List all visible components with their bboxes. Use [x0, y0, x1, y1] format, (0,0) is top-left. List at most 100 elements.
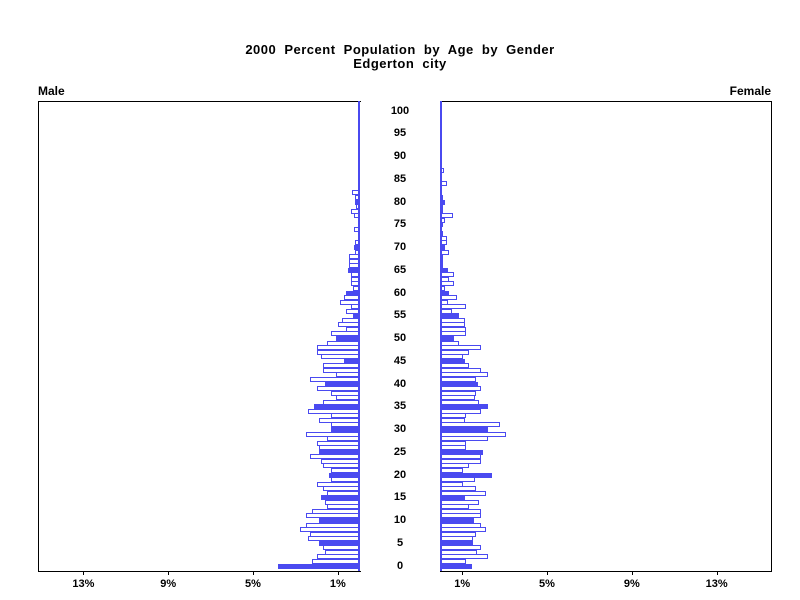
female-bar-age-23 — [441, 458, 481, 464]
male-bar-age-5 — [319, 540, 359, 546]
male-bar-age-1 — [312, 558, 359, 564]
male-bar-age-52 — [346, 326, 359, 332]
age-tick-label-10: 10 — [393, 514, 407, 526]
female-panel — [440, 101, 772, 572]
female-bar-age-70 — [441, 245, 445, 250]
male-bar-age-36 — [323, 399, 359, 405]
female-bar-age-81 — [441, 194, 443, 200]
male-bar-age-44 — [323, 363, 359, 369]
male-bar-age-55 — [353, 313, 359, 319]
female-bar-age-87 — [441, 167, 444, 173]
male-bar-age-12 — [312, 508, 359, 514]
male-bar-age-13 — [327, 504, 359, 510]
female-bar-age-20 — [441, 472, 492, 478]
female-bar-age-50 — [441, 336, 454, 341]
female-bar-age-79 — [441, 204, 443, 210]
age-tick-label-55: 55 — [393, 309, 407, 322]
male-bar-age-61 — [353, 285, 359, 291]
female-bar-age-17 — [441, 486, 476, 492]
male-bar-age-29 — [306, 431, 359, 437]
female-bar-age-35 — [441, 404, 488, 410]
female-bar-age-77 — [441, 213, 453, 219]
male-pct-tick-label-9%: 9% — [160, 578, 177, 590]
male-bar-age-15 — [321, 495, 359, 501]
female-bar-age-53 — [441, 322, 465, 328]
female-bar-age-84 — [441, 181, 447, 187]
male-bar-age-6 — [308, 536, 359, 542]
male-bar-age-50 — [336, 336, 359, 341]
female-bar-age-80 — [441, 199, 445, 205]
male-bar-age-46 — [321, 354, 359, 360]
male-pct-tick-label-13%: 13% — [72, 578, 95, 590]
male-bar-age-26 — [319, 445, 359, 451]
male-bar-age-56 — [346, 308, 359, 314]
male-bar-age-37 — [336, 395, 359, 401]
male-bar-age-34 — [308, 408, 359, 414]
female-bar-age-47 — [441, 349, 469, 355]
male-bar-age-77 — [354, 213, 359, 219]
male-tick-mark — [168, 571, 170, 575]
male-bar-age-17 — [323, 486, 359, 492]
male-bar-age-35 — [314, 404, 359, 410]
female-bar-age-59 — [441, 295, 457, 301]
male-bar-age-43 — [323, 367, 359, 373]
female-bar-age-33 — [441, 413, 466, 419]
female-bar-age-1 — [441, 558, 466, 564]
female-bar-age-44 — [441, 363, 469, 369]
female-bar-age-18 — [441, 481, 463, 487]
female-bar-age-34 — [441, 408, 481, 414]
male-bar-age-28 — [327, 436, 359, 442]
female-bar-age-32 — [441, 417, 465, 423]
male-bar-age-16 — [327, 490, 359, 496]
male-bar-age-58 — [340, 299, 359, 305]
male-bar-age-24 — [310, 454, 359, 460]
chart-subtitle: Edgerton city — [353, 56, 447, 71]
female-bar-age-7 — [441, 531, 476, 537]
male-bar-age-33 — [331, 413, 359, 419]
female-bar-age-66 — [441, 263, 443, 269]
female-bar-age-43 — [441, 367, 481, 373]
female-bar-age-30 — [441, 427, 488, 432]
female-bar-age-9 — [441, 522, 481, 528]
male-bar-age-20 — [329, 472, 359, 478]
male-bar-age-62 — [351, 281, 359, 287]
male-bar-age-74 — [354, 226, 359, 232]
male-panel-label: Male — [38, 84, 65, 98]
female-bar-age-22 — [441, 463, 469, 469]
female-bar-age-42 — [441, 372, 488, 378]
male-tick-mark — [337, 571, 339, 575]
male-bar-age-71 — [355, 240, 359, 246]
male-bar-age-78 — [351, 208, 359, 214]
male-bar-age-69 — [355, 249, 359, 255]
male-bar-age-27 — [317, 440, 359, 446]
age-tick-label-5: 5 — [396, 536, 404, 549]
age-tick-label-100: 100 — [390, 104, 410, 117]
female-bar-age-11 — [441, 513, 481, 519]
male-bar-age-53 — [338, 322, 359, 328]
male-panel — [38, 101, 361, 572]
female-bar-age-12 — [441, 508, 481, 514]
female-bar-age-67 — [441, 258, 443, 264]
male-bar-age-11 — [306, 513, 359, 519]
female-pct-tick-label-9%: 9% — [623, 578, 640, 590]
age-tick-label-70: 70 — [393, 241, 407, 253]
male-bar-age-32 — [319, 417, 359, 423]
male-bar-age-80 — [355, 199, 359, 205]
male-bar-age-10 — [319, 518, 359, 523]
female-bar-age-69 — [441, 249, 449, 255]
female-bar-age-55 — [441, 313, 459, 319]
age-tick-label-90: 90 — [393, 150, 407, 162]
female-bar-age-60 — [441, 290, 449, 296]
female-bar-age-68 — [441, 254, 443, 260]
female-pct-tick-label-1%: 1% — [454, 578, 471, 590]
age-tick-label-80: 80 — [393, 195, 407, 208]
female-bar-age-65 — [441, 267, 448, 273]
male-bar-age-81 — [355, 194, 359, 200]
male-bar-age-2 — [317, 554, 359, 560]
age-tick-label-75: 75 — [393, 218, 407, 231]
male-bar-age-0 — [278, 563, 359, 569]
age-tick-label-30: 30 — [393, 423, 407, 435]
female-bar-age-25 — [441, 449, 483, 455]
male-bar-age-82 — [352, 190, 359, 196]
female-bar-age-15 — [441, 495, 465, 501]
